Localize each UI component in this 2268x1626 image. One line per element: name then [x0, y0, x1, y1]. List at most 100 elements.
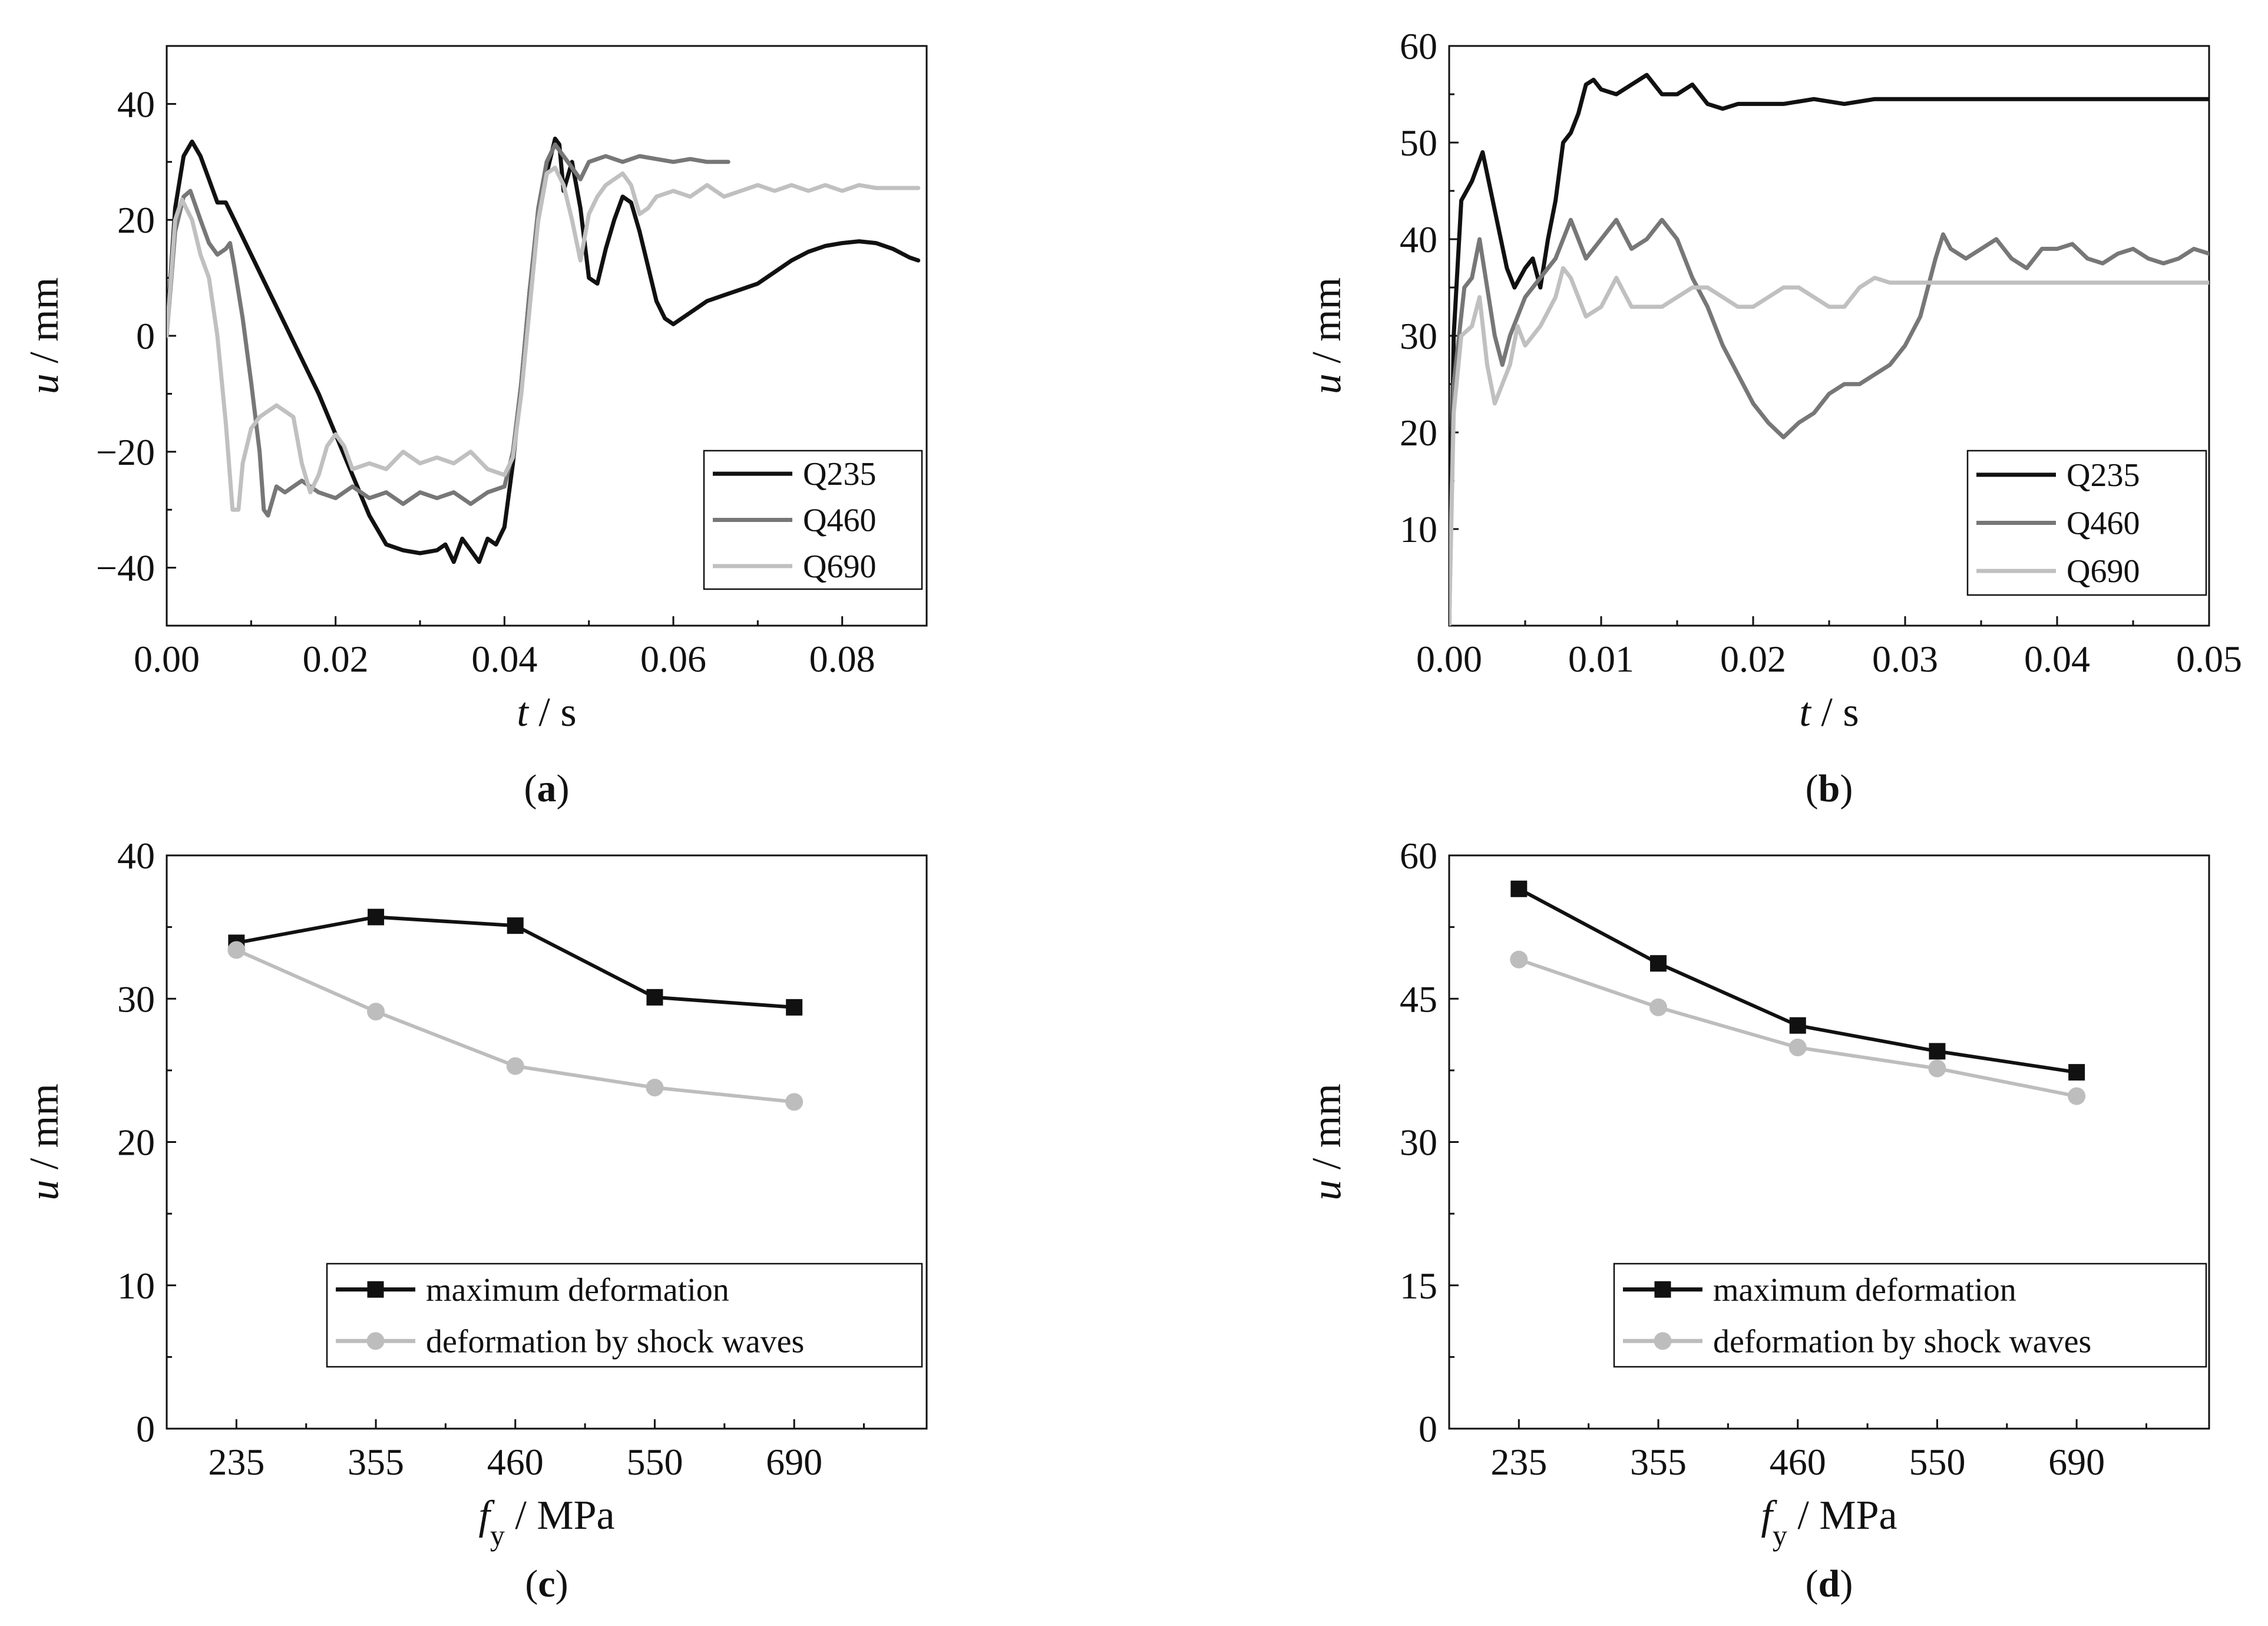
- y-tick-label: 40: [1400, 219, 1437, 260]
- x-tick-label: 355: [1630, 1441, 1687, 1483]
- caption-letter: d: [1819, 1562, 1840, 1605]
- panel-caption: (d): [1806, 1562, 1853, 1605]
- y-tick-label: 30: [1400, 1122, 1437, 1164]
- y-tick-label: 10: [1400, 508, 1437, 550]
- caption-paren-close: ): [556, 1562, 568, 1605]
- x-tick-label: 0.03: [1872, 638, 1938, 680]
- y-axis-variable: u: [1304, 374, 1350, 394]
- marker-square: [646, 989, 663, 1006]
- x-tick-label: 0.00: [1416, 638, 1482, 680]
- legend-swatch-square: [367, 1281, 384, 1298]
- y-axis-unit: / mm: [22, 277, 67, 374]
- legend-label: Q460: [2067, 505, 2140, 542]
- x-tick-label: 690: [2048, 1441, 2105, 1483]
- legend-label: maximum deformation: [1713, 1272, 2016, 1308]
- y-tick-label: 40: [117, 835, 155, 877]
- marker-square: [2068, 1064, 2085, 1081]
- x-axis-unit: / MPa: [505, 1493, 615, 1538]
- y-axis-title: u / mm: [22, 1083, 67, 1200]
- marker-circle: [506, 1057, 524, 1075]
- chart-c: 0 10 20 30 40 235 355 460 550 690 fy / MPa u / mm ma…: [22, 835, 928, 1605]
- x-axis-unit: / s: [528, 690, 577, 735]
- series-line-q460: [167, 142, 730, 518]
- marker-circle: [2068, 1087, 2086, 1105]
- panel-caption: (c): [525, 1562, 568, 1605]
- marker-square: [1929, 1043, 1946, 1060]
- y-axis-title: u / mm: [1304, 1083, 1350, 1200]
- marker-circle: [367, 1003, 385, 1021]
- x-tick-label: 0.02: [303, 638, 369, 680]
- series-line-q690: [167, 166, 921, 512]
- y-tick-label: 50: [1400, 122, 1437, 164]
- chart-d: 0 15 30 45 60 235 355 460 550 690 fy / MPa u / mm ma…: [1304, 835, 2210, 1605]
- y-tick-label: 10: [117, 1265, 155, 1307]
- caption-paren-close: ): [1840, 767, 1853, 810]
- legend-label: Q460: [803, 503, 876, 539]
- x-tick-label: 690: [766, 1441, 822, 1483]
- y-tick-label: 30: [117, 978, 155, 1020]
- x-axis-unit: / s: [1811, 690, 1859, 735]
- y-axis-variable: u: [22, 1180, 67, 1201]
- legend-box: [1613, 1263, 2207, 1368]
- chart-b: 10 20 30 40 50 60 0.00 0.01 0.02 0.03 0.04 0.05 t / …: [1304, 25, 2242, 810]
- y-tick-label: 20: [117, 199, 155, 241]
- x-tick-label: 0.00: [134, 638, 200, 680]
- y-axis-unit: / mm: [1304, 1083, 1350, 1179]
- x-axis-subscript: y: [1773, 1519, 1787, 1552]
- x-tick-label: 235: [1490, 1441, 1547, 1483]
- x-axis-title: t / s: [517, 690, 576, 735]
- x-axis-title: fy / MPa: [1761, 1493, 1897, 1552]
- y-tick-label: 30: [1400, 315, 1437, 357]
- marker-circle: [1788, 1038, 1807, 1056]
- x-axis-unit: / MPa: [1787, 1493, 1897, 1538]
- legend-label: deformation by shock waves: [1713, 1323, 2091, 1360]
- y-tick-label: −20: [96, 431, 155, 473]
- series-group: [167, 136, 921, 564]
- y-axis-unit: / mm: [22, 1083, 67, 1179]
- marker-square: [786, 999, 803, 1016]
- series-line-q460: [1449, 217, 2209, 626]
- x-tick-label: 0.05: [2176, 638, 2242, 680]
- x-tick-label: 0.06: [640, 638, 706, 680]
- caption-paren-close: ): [1840, 1562, 1853, 1605]
- x-axis-variable: t: [517, 690, 529, 735]
- legend: Q235 Q460 Q690: [703, 450, 923, 590]
- caption-paren-open: (: [1806, 767, 1819, 810]
- x-tick-label: 235: [208, 1441, 265, 1483]
- legend-label: deformation by shock waves: [426, 1323, 804, 1360]
- x-tick-label: 0.04: [471, 638, 537, 680]
- y-axis-variable: u: [1304, 1180, 1350, 1201]
- caption-letter: a: [537, 767, 557, 810]
- y-tick-label: 0: [136, 315, 155, 357]
- x-tick-label: 0.01: [1568, 638, 1634, 680]
- caption-paren-open: (: [524, 767, 537, 810]
- marker-circle: [227, 941, 246, 959]
- marker-square: [507, 917, 524, 934]
- y-tick-label: 60: [1400, 25, 1437, 67]
- legend: Q235 Q460 Q690: [1966, 450, 2207, 596]
- y-tick-label: 45: [1400, 978, 1437, 1020]
- marker-square: [368, 908, 385, 926]
- y-tick-label: 60: [1400, 835, 1437, 877]
- series-line-q690: [1449, 266, 2209, 626]
- series-group: [1510, 880, 2086, 1105]
- x-tick-label: 460: [1770, 1441, 1826, 1483]
- y-axis-title: u / mm: [1304, 277, 1350, 394]
- x-axis-subscript: y: [490, 1519, 505, 1552]
- marker-circle: [646, 1079, 664, 1097]
- legend-label: Q690: [2067, 553, 2140, 590]
- caption-paren-open: (: [525, 1562, 538, 1605]
- y-tick-label: 0: [136, 1408, 155, 1450]
- chart-a: −40 −20 0 20 40 0.00 0.02 0.04 0.06 0.08 t / s u / …: [22, 45, 928, 810]
- marker-circle: [1510, 950, 1528, 969]
- y-tick-label: 20: [117, 1122, 155, 1164]
- y-tick-label: 40: [117, 83, 155, 125]
- legend-swatch-circle: [1654, 1332, 1672, 1350]
- y-axis-unit: / mm: [1304, 277, 1350, 374]
- x-tick-label: 550: [626, 1441, 683, 1483]
- legend-swatch-circle: [366, 1332, 385, 1350]
- x-tick-label: 0.08: [809, 638, 875, 680]
- x-tick-label: 355: [348, 1441, 404, 1483]
- legend: maximum deformation deformation by shock …: [326, 1263, 923, 1368]
